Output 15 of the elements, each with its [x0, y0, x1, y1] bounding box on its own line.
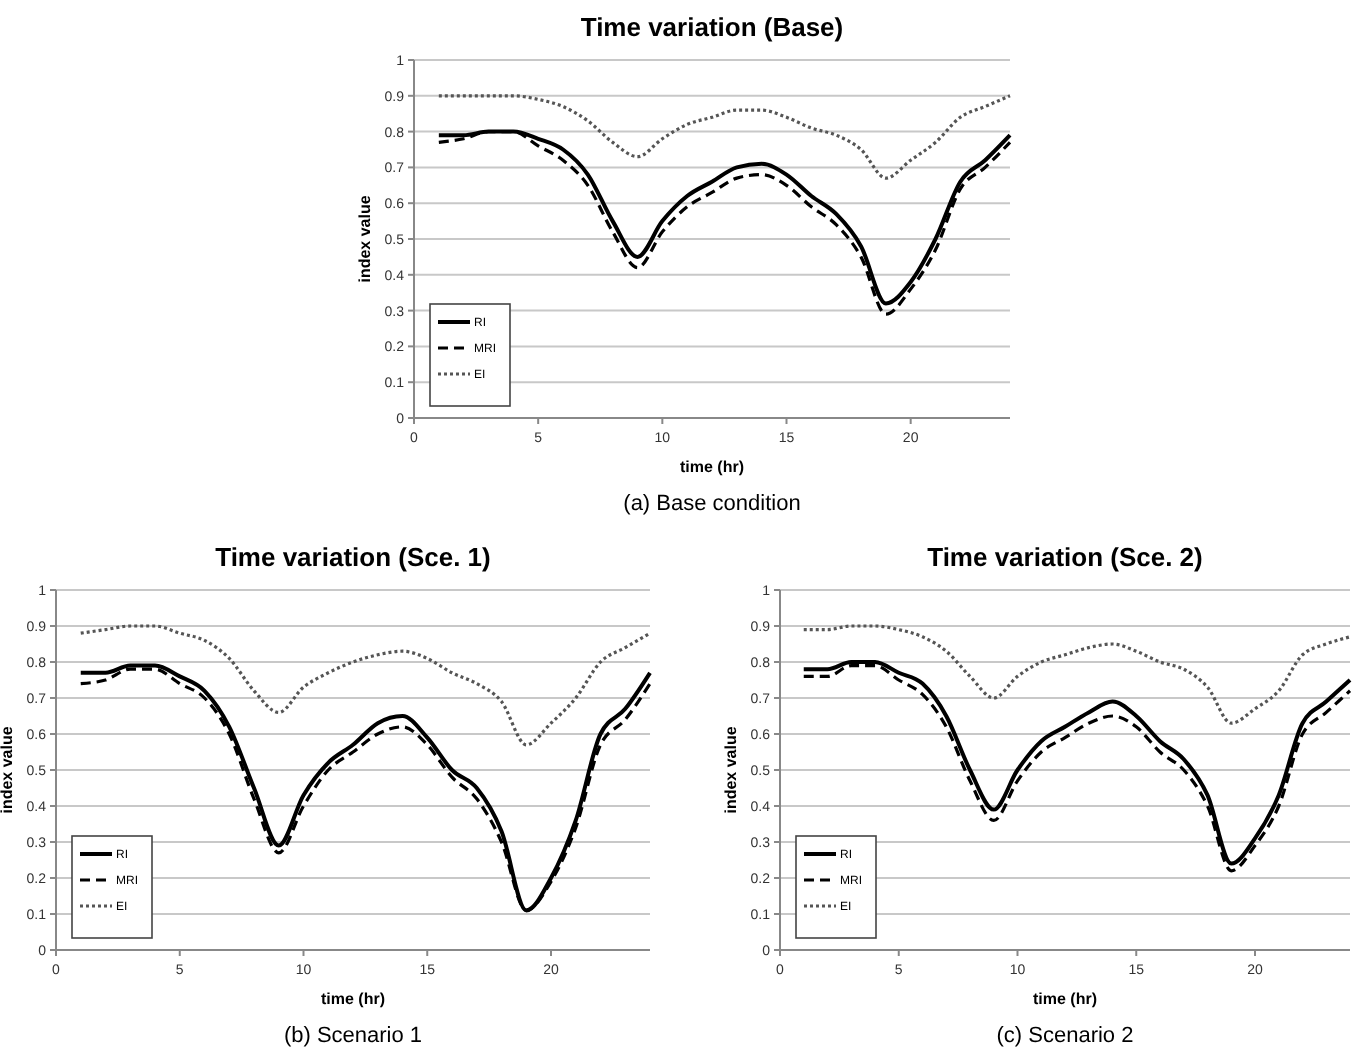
line-series	[802, 624, 1352, 725]
line-series	[79, 624, 652, 747]
x-axis-title: time (hr)	[1033, 990, 1098, 1008]
y-axis-title: index value	[0, 725, 16, 814]
y-axis-title: index value	[722, 725, 740, 814]
y-axis-title: index value	[356, 194, 374, 283]
chart-title: Time variation (Sce. 2)	[927, 542, 1203, 572]
text: (a) Base condition	[623, 492, 801, 516]
line-series	[437, 94, 1012, 180]
text: (b) Scenario 1	[283, 1024, 423, 1048]
x-axis-title: time (hr)	[680, 458, 745, 476]
chart-title: Time variation (Sce. 1)	[215, 542, 491, 572]
chart-title: Time variation (Base)	[580, 12, 844, 42]
text: (c) Scenario 2	[996, 1024, 1134, 1048]
x-axis-title: time (hr)	[321, 990, 386, 1008]
